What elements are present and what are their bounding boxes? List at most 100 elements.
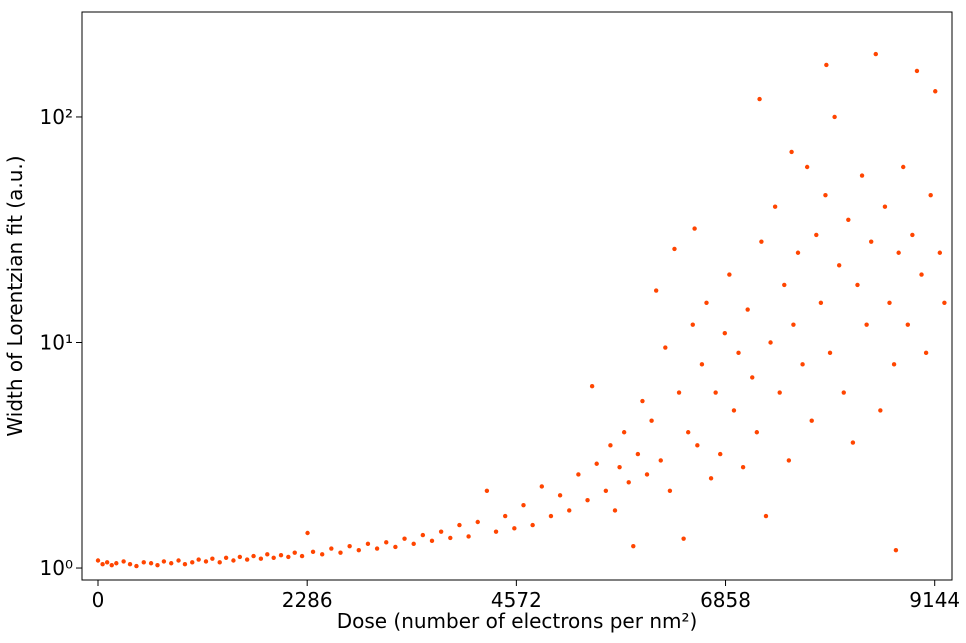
point	[814, 232, 819, 238]
point	[190, 560, 195, 565]
point	[676, 390, 682, 395]
point	[928, 192, 933, 198]
point	[841, 390, 846, 395]
point	[804, 164, 810, 170]
point	[692, 226, 697, 231]
point	[727, 272, 732, 277]
point	[374, 546, 380, 551]
point	[731, 408, 737, 413]
point	[594, 461, 599, 466]
point	[750, 375, 755, 380]
point	[603, 488, 609, 494]
point	[722, 330, 728, 336]
point	[644, 472, 650, 477]
point	[121, 559, 126, 564]
point	[338, 550, 343, 555]
point	[740, 464, 746, 470]
point	[933, 89, 938, 94]
point	[265, 552, 270, 557]
point	[305, 530, 310, 536]
y-tick-label: 10²	[40, 105, 73, 129]
point	[800, 362, 805, 367]
point	[745, 307, 750, 312]
point	[832, 114, 837, 120]
point	[557, 493, 563, 498]
point	[539, 484, 544, 489]
point	[438, 529, 444, 534]
point	[161, 559, 167, 564]
point	[155, 562, 160, 568]
point	[210, 556, 215, 561]
point	[772, 204, 778, 209]
point	[484, 488, 490, 494]
point	[621, 430, 627, 435]
point	[887, 300, 892, 305]
point	[663, 345, 668, 350]
point	[667, 488, 673, 494]
point	[686, 430, 691, 435]
point	[493, 529, 499, 534]
point	[223, 555, 229, 561]
y-tick-label: 10¹	[40, 330, 73, 354]
point	[114, 561, 119, 566]
point	[176, 558, 181, 563]
point	[271, 555, 276, 561]
point	[589, 384, 595, 389]
point	[148, 561, 154, 566]
point	[786, 458, 792, 463]
point	[329, 546, 334, 551]
point	[203, 559, 209, 564]
point	[384, 540, 389, 545]
point	[640, 398, 645, 404]
point	[576, 472, 581, 477]
point	[169, 561, 174, 566]
point	[901, 164, 906, 170]
point	[530, 522, 535, 528]
point	[754, 430, 760, 435]
point	[795, 250, 801, 255]
point	[134, 563, 139, 569]
point	[258, 556, 264, 561]
point	[310, 549, 316, 555]
point	[457, 522, 462, 528]
point	[512, 526, 517, 531]
point	[448, 535, 453, 541]
point	[937, 250, 943, 255]
point	[95, 558, 101, 563]
point	[695, 443, 700, 448]
point	[475, 519, 480, 525]
x-tick-label: 9144	[909, 588, 960, 612]
point	[626, 480, 631, 485]
point	[699, 362, 705, 367]
point	[823, 192, 828, 198]
point	[893, 547, 899, 553]
x-tick-label: 2286	[282, 588, 333, 612]
point	[635, 451, 641, 457]
point	[612, 508, 618, 513]
point	[759, 239, 764, 244]
point	[466, 534, 471, 539]
point	[237, 554, 243, 560]
point	[836, 263, 842, 268]
point	[521, 502, 526, 508]
point	[864, 322, 869, 327]
point	[791, 322, 796, 327]
point	[299, 553, 305, 559]
point	[768, 340, 773, 345]
point	[763, 513, 769, 519]
point	[286, 554, 291, 560]
point	[251, 553, 256, 559]
point	[942, 300, 947, 305]
point	[782, 282, 787, 288]
point	[704, 300, 709, 305]
point	[850, 440, 856, 445]
y-axis-label: Width of Lorentzian fit (a.u.)	[3, 155, 27, 436]
point	[873, 51, 878, 57]
point	[127, 561, 133, 567]
point	[713, 390, 718, 395]
point	[502, 513, 508, 519]
point	[411, 541, 416, 547]
point	[182, 561, 188, 567]
point	[100, 561, 105, 567]
point	[923, 350, 929, 356]
